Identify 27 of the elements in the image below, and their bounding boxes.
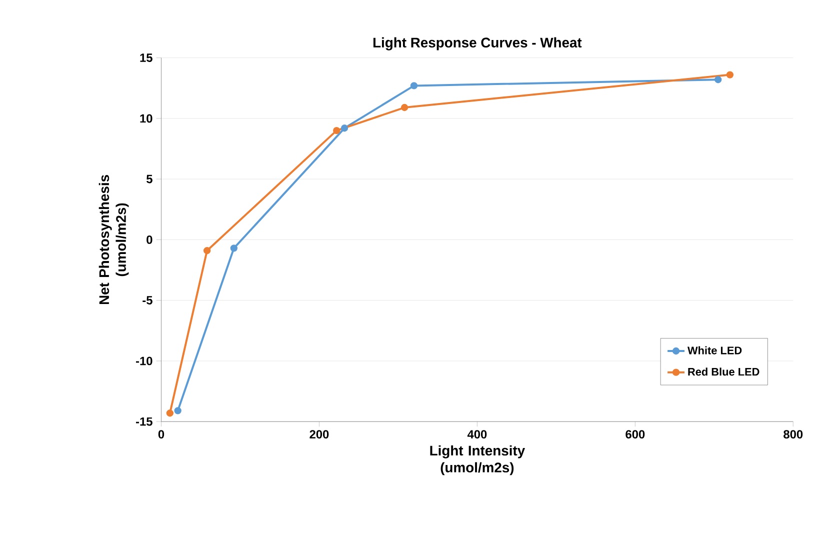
point [726, 71, 734, 78]
y-tick-label: -15 [136, 417, 152, 426]
point [230, 244, 238, 252]
point [174, 406, 182, 414]
y-tick-label: -10 [136, 356, 152, 366]
chart-title: Light Response Curves - Wheat [373, 37, 582, 50]
point [714, 76, 722, 84]
y-tick-label: -5 [142, 296, 152, 304]
legend-label: White LED [688, 346, 742, 354]
x-tick-label: 800 [784, 430, 803, 438]
x-tick-label: 600 [626, 430, 645, 438]
legend-label: Red Blue LED [688, 368, 760, 376]
y-tick-label: 0 [146, 235, 152, 244]
point [340, 124, 348, 132]
x-tick-label: 200 [310, 430, 329, 438]
point [166, 409, 174, 417]
point [410, 82, 418, 90]
x-tick-label: 400 [467, 430, 487, 438]
point [400, 104, 408, 112]
y-tick-label: 10 [140, 114, 152, 123]
y-tick-label: 5 [146, 174, 152, 184]
x-tick-label: 0 [158, 430, 164, 438]
x-axis-title: Light Intensity (umol/m2s) [430, 445, 526, 476]
y-axis-title: Net Photosynthesis (umol/m2s) [98, 174, 129, 304]
y-tick-label: 15 [140, 54, 152, 62]
point [333, 126, 340, 134]
point [203, 246, 211, 254]
